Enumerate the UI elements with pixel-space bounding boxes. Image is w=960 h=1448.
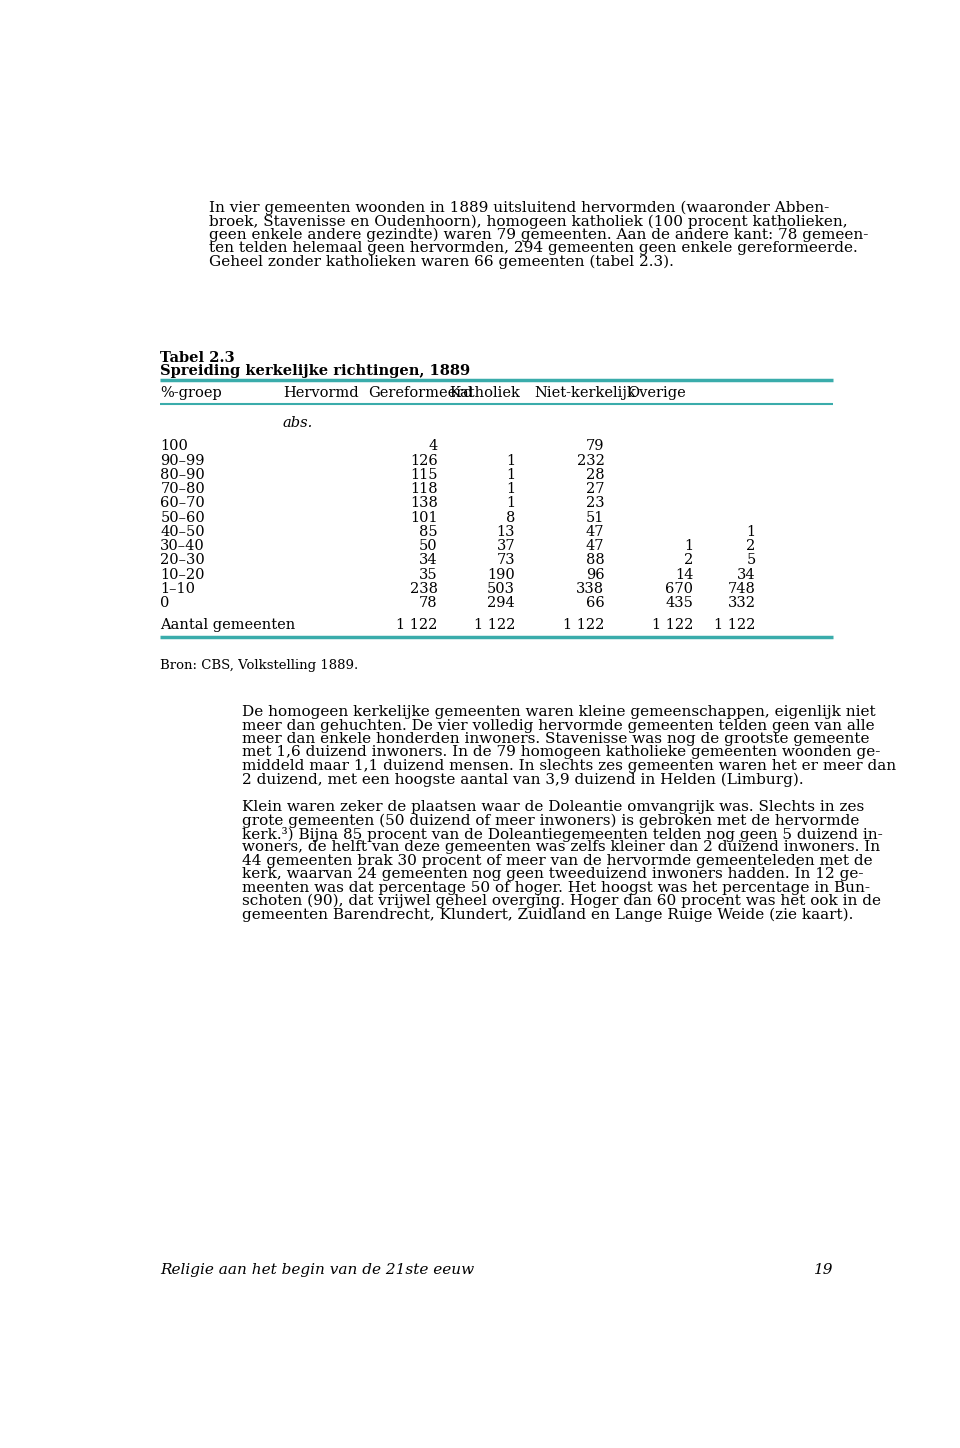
Text: 34: 34 xyxy=(737,568,756,582)
Text: 138: 138 xyxy=(410,497,438,510)
Text: gemeenten Barendrecht, Klundert, Zuidland en Lange Ruige Weide (zie kaart).: gemeenten Barendrecht, Klundert, Zuidlan… xyxy=(243,908,853,922)
Text: 40–50: 40–50 xyxy=(160,524,204,539)
Text: ten telden helemaal geen hervormden, 294 gemeenten geen enkele gereformeerde.: ten telden helemaal geen hervormden, 294… xyxy=(209,242,858,255)
Text: 37: 37 xyxy=(496,539,516,553)
Text: 190: 190 xyxy=(488,568,516,582)
Text: Gereformeerd: Gereformeerd xyxy=(368,387,472,400)
Text: 80–90: 80–90 xyxy=(160,468,205,482)
Text: 60–70: 60–70 xyxy=(160,497,205,510)
Text: 20–30: 20–30 xyxy=(160,553,205,568)
Text: 79: 79 xyxy=(586,439,605,453)
Text: 232: 232 xyxy=(577,453,605,468)
Text: schoten (90), dat vrijwel geheel overging. Hoger dan 60 procent was het ook in d: schoten (90), dat vrijwel geheel overgin… xyxy=(243,893,881,908)
Text: Bron: CBS, Volkstelling 1889.: Bron: CBS, Volkstelling 1889. xyxy=(160,659,358,672)
Text: 51: 51 xyxy=(586,511,605,524)
Text: 2: 2 xyxy=(684,553,693,568)
Text: 85: 85 xyxy=(420,524,438,539)
Text: 332: 332 xyxy=(728,597,756,610)
Text: 238: 238 xyxy=(410,582,438,597)
Text: Klein waren zeker de plaatsen waar de Doleantie omvangrijk was. Slechts in zes: Klein waren zeker de plaatsen waar de Do… xyxy=(243,799,865,814)
Text: 126: 126 xyxy=(410,453,438,468)
Text: 1–10: 1–10 xyxy=(160,582,195,597)
Text: 2: 2 xyxy=(746,539,756,553)
Text: 13: 13 xyxy=(496,524,516,539)
Text: 0: 0 xyxy=(160,597,170,610)
Text: 748: 748 xyxy=(728,582,756,597)
Text: 88: 88 xyxy=(586,553,605,568)
Text: 1: 1 xyxy=(684,539,693,553)
Text: 78: 78 xyxy=(420,597,438,610)
Text: 1: 1 xyxy=(506,468,516,482)
Text: 503: 503 xyxy=(488,582,516,597)
Text: 118: 118 xyxy=(410,482,438,497)
Text: 30–40: 30–40 xyxy=(160,539,205,553)
Text: 115: 115 xyxy=(410,468,438,482)
Text: %-groep: %-groep xyxy=(160,387,222,400)
Text: In vier gemeenten woonden in 1889 uitsluitend hervormden (waaronder Abben-: In vier gemeenten woonden in 1889 uitslu… xyxy=(209,201,829,216)
Text: 435: 435 xyxy=(665,597,693,610)
Text: Hervormd: Hervormd xyxy=(283,387,358,400)
Text: 2 duizend, met een hoogste aantal van 3,9 duizend in Helden (Limburg).: 2 duizend, met een hoogste aantal van 3,… xyxy=(243,772,804,786)
Text: woners, de helft van deze gemeenten was zelfs kleiner dan 2 duizend inwoners. In: woners, de helft van deze gemeenten was … xyxy=(243,840,880,854)
Text: 70–80: 70–80 xyxy=(160,482,205,497)
Text: kerk, waarvan 24 gemeenten nog geen tweeduizend inwoners hadden. In 12 ge-: kerk, waarvan 24 gemeenten nog geen twee… xyxy=(243,867,864,882)
Text: 47: 47 xyxy=(586,524,605,539)
Text: Tabel 2.3: Tabel 2.3 xyxy=(160,350,235,365)
Text: 66: 66 xyxy=(586,597,605,610)
Text: meer dan gehuchten. De vier volledig hervormde gemeenten telden geen van alle: meer dan gehuchten. De vier volledig her… xyxy=(243,718,876,733)
Text: 4: 4 xyxy=(428,439,438,453)
Text: 44 gemeenten brak 30 procent of meer van de hervormde gemeenteleden met de: 44 gemeenten brak 30 procent of meer van… xyxy=(243,854,873,867)
Text: 100: 100 xyxy=(160,439,188,453)
Text: 50–60: 50–60 xyxy=(160,511,205,524)
Text: met 1,6 duizend inwoners. In de 79 homogeen katholieke gemeenten woonden ge-: met 1,6 duizend inwoners. In de 79 homog… xyxy=(243,746,881,760)
Text: grote gemeenten (50 duizend of meer inwoners) is gebroken met de hervormde: grote gemeenten (50 duizend of meer inwo… xyxy=(243,814,860,828)
Text: 73: 73 xyxy=(496,553,516,568)
Text: 670: 670 xyxy=(665,582,693,597)
Text: 27: 27 xyxy=(586,482,605,497)
Text: 338: 338 xyxy=(576,582,605,597)
Text: 23: 23 xyxy=(586,497,605,510)
Text: 1: 1 xyxy=(746,524,756,539)
Text: 90–99: 90–99 xyxy=(160,453,204,468)
Text: broek, Stavenisse en Oudenhoorn), homogeen katholiek (100 procent katholieken,: broek, Stavenisse en Oudenhoorn), homoge… xyxy=(209,214,848,229)
Text: 35: 35 xyxy=(420,568,438,582)
Text: abs.: abs. xyxy=(283,416,313,430)
Text: 1 122: 1 122 xyxy=(396,618,438,631)
Text: geen enkele andere gezindte) waren 79 gemeenten. Aan de andere kant: 78 gemeen-: geen enkele andere gezindte) waren 79 ge… xyxy=(209,227,869,242)
Text: 50: 50 xyxy=(420,539,438,553)
Text: kerk.³) Bijna 85 procent van de Doleantiegemeenten telden nog geen 5 duizend in-: kerk.³) Bijna 85 procent van de Doleanti… xyxy=(243,827,883,841)
Text: meenten was dat percentage 50 of hoger. Het hoogst was het percentage in Bun-: meenten was dat percentage 50 of hoger. … xyxy=(243,880,871,895)
Text: 10–20: 10–20 xyxy=(160,568,204,582)
Text: 1 122: 1 122 xyxy=(714,618,756,631)
Text: 1 122: 1 122 xyxy=(563,618,605,631)
Text: 34: 34 xyxy=(420,553,438,568)
Text: 1: 1 xyxy=(506,453,516,468)
Text: Niet-kerkelijk: Niet-kerkelijk xyxy=(535,387,636,400)
Text: 5: 5 xyxy=(746,553,756,568)
Text: 294: 294 xyxy=(488,597,516,610)
Text: Religie aan het begin van de 21ste eeuw: Religie aan het begin van de 21ste eeuw xyxy=(160,1263,474,1277)
Text: Overige: Overige xyxy=(628,387,686,400)
Text: Spreiding kerkelijke richtingen, 1889: Spreiding kerkelijke richtingen, 1889 xyxy=(160,363,470,378)
Text: Geheel zonder katholieken waren 66 gemeenten (tabel 2.3).: Geheel zonder katholieken waren 66 gemee… xyxy=(209,255,674,269)
Text: 1 122: 1 122 xyxy=(652,618,693,631)
Text: 96: 96 xyxy=(586,568,605,582)
Text: 28: 28 xyxy=(586,468,605,482)
Text: Katholiek: Katholiek xyxy=(449,387,520,400)
Text: Aantal gemeenten: Aantal gemeenten xyxy=(160,618,296,631)
Text: 47: 47 xyxy=(586,539,605,553)
Text: 8: 8 xyxy=(506,511,516,524)
Text: middeld maar 1,1 duizend mensen. In slechts zes gemeenten waren het er meer dan: middeld maar 1,1 duizend mensen. In slec… xyxy=(243,759,897,773)
Text: 19: 19 xyxy=(813,1263,833,1277)
Text: meer dan enkele honderden inwoners. Stavenisse was nog de grootste gemeente: meer dan enkele honderden inwoners. Stav… xyxy=(243,733,870,746)
Text: 1 122: 1 122 xyxy=(474,618,516,631)
Text: 14: 14 xyxy=(675,568,693,582)
Text: 1: 1 xyxy=(506,497,516,510)
Text: 1: 1 xyxy=(506,482,516,497)
Text: De homogeen kerkelijke gemeenten waren kleine gemeenschappen, eigenlijk niet: De homogeen kerkelijke gemeenten waren k… xyxy=(243,705,876,720)
Text: 101: 101 xyxy=(410,511,438,524)
